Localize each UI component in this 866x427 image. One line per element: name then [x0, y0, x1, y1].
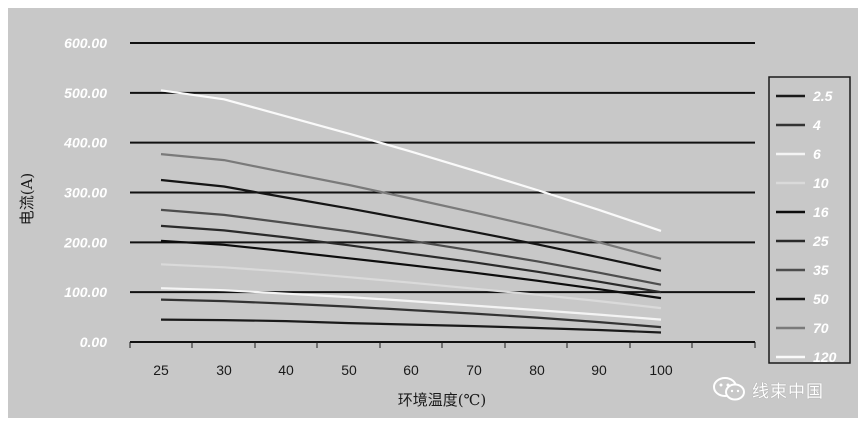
- x-tick-label: 60: [403, 362, 419, 378]
- legend-entry: 16: [813, 204, 829, 220]
- y-tick-label: 400.00: [63, 135, 107, 151]
- x-tick-label: 40: [278, 362, 294, 378]
- series-line-4: [160, 298, 662, 329]
- legend-entry: 4: [812, 117, 821, 133]
- x-tick-label: 50: [341, 362, 357, 378]
- legend-entry: 35: [813, 262, 829, 278]
- y-tick-label: 600.00: [64, 35, 107, 51]
- y-axis-ticks: 0.00 100.00 200.00 300.00 400.00 500.00 600.00: [63, 35, 107, 350]
- series-line-10: [160, 263, 662, 310]
- series-line-70: [160, 153, 662, 260]
- series-line-120: [160, 89, 662, 232]
- legend-entry: 10: [813, 175, 829, 191]
- legend-box: [768, 76, 851, 364]
- x-tick-label: 25: [153, 362, 169, 378]
- chart-area: [8, 8, 858, 418]
- series-lines: [160, 89, 662, 334]
- series-line-16: [160, 239, 662, 300]
- legend-entry: 2.5: [812, 88, 833, 104]
- series-line-35: [160, 208, 662, 286]
- x-axis-label: 环境温度(℃): [398, 391, 486, 409]
- watermark: 线束中国: [712, 376, 824, 402]
- x-tick-label: 80: [529, 362, 545, 378]
- legend-entry: 6: [813, 146, 821, 162]
- y-tick-label: 500.00: [64, 85, 107, 101]
- legend-entry: 50: [813, 291, 829, 307]
- series-line-25: [160, 224, 662, 294]
- y-tick-label: 0.00: [80, 334, 107, 350]
- y-tick-label: 300.00: [64, 185, 107, 201]
- watermark-text: 线束中国: [752, 381, 824, 402]
- legend-entry: 70: [813, 320, 829, 336]
- grid-lines: [130, 42, 755, 343]
- series-line-50: [160, 178, 662, 272]
- series-line-2.5: [160, 318, 662, 334]
- x-tick-label: 30: [216, 362, 232, 378]
- wechat-icon: [713, 377, 745, 401]
- y-tick-label: 200.00: [63, 234, 107, 250]
- x-tick-label: 70: [466, 362, 482, 378]
- y-axis-label: 电流(A): [18, 173, 36, 226]
- x-axis-ticks: 25 30 40 50 60 70 80 90 100: [129, 342, 756, 378]
- y-tick-label: 100.00: [64, 284, 107, 300]
- legend: 2.5 4 6 10 16 25 35 50 70 120: [768, 76, 851, 365]
- x-tick-label: 100: [649, 362, 673, 378]
- legend-entry: 120: [813, 349, 837, 365]
- legend-entry: 25: [812, 233, 829, 249]
- x-tick-label: 90: [591, 362, 607, 378]
- series-line-6: [160, 287, 662, 321]
